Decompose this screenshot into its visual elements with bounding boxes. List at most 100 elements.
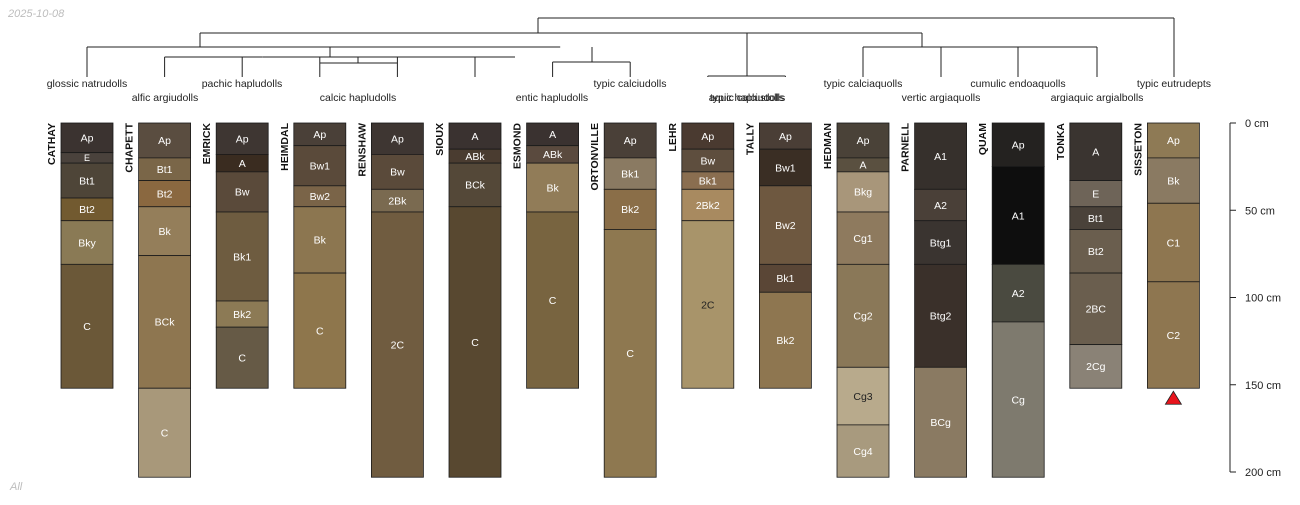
horizon-label: Bt2 — [79, 204, 95, 216]
soil-profile: Ap Bt1 Bt2 Bk BCk C CHAPETT — [124, 122, 192, 478]
profile-name: ESMOND — [512, 123, 524, 170]
subset-label: All — [10, 481, 23, 493]
soil-profile: Ap Bw1 Bw2 Bk1 Bk2 TALLY — [744, 122, 812, 389]
profile-name: HEDMAN — [822, 123, 834, 169]
horizon-label: Bt1 — [1088, 213, 1104, 225]
profile-name: QUAM — [977, 123, 989, 155]
horizon-label: Ap — [1167, 135, 1180, 147]
horizon-label: 2Bk2 — [696, 200, 720, 212]
taxon-label: typic calciudolls — [594, 78, 667, 90]
horizon-label: BCg — [930, 417, 951, 429]
horizon-label: E — [84, 153, 90, 163]
horizon-block — [1147, 202, 1200, 283]
profile-name: CHAPETT — [124, 122, 136, 172]
horizon-block — [603, 122, 657, 159]
horizon-label: A2 — [934, 200, 947, 212]
horizon-block — [991, 321, 1045, 478]
horizon-block — [1069, 229, 1123, 274]
horizon-label: 2Cg — [1086, 361, 1105, 373]
horizon-block — [448, 206, 502, 478]
profile-name: TONKA — [1055, 123, 1067, 161]
horizon-label: Bw — [390, 167, 405, 179]
horizon-label: A — [239, 158, 246, 170]
horizon-label: Bk — [314, 235, 327, 247]
horizon-label: Bk1 — [233, 251, 251, 263]
horizon-label: 2C — [391, 339, 405, 351]
horizon-label: Bk1 — [776, 273, 794, 285]
profile-name: EMRICK — [201, 123, 213, 165]
horizon-label: Ap — [857, 135, 870, 147]
horizon-label: Bk — [1167, 175, 1180, 187]
horizon-label: Cg2 — [853, 311, 872, 323]
date-label: 2025-10-08 — [8, 8, 65, 20]
soil-profile: Ap Bw1 Bw2 Bk C HEIMDAL — [279, 122, 347, 389]
horizon-block — [914, 188, 967, 222]
horizon-block — [370, 122, 424, 155]
horizon-block — [1069, 180, 1123, 208]
horizon-block — [759, 122, 812, 150]
horizon-label: A1 — [934, 151, 947, 163]
soil-profile: Ap Bk1 Bk2 C ORTONVILLE — [589, 122, 657, 478]
horizon-label: C — [161, 428, 169, 440]
horizon-label: A1 — [1012, 210, 1025, 222]
horizon-block — [991, 166, 1045, 265]
horizon-label: C — [83, 321, 91, 333]
horizon-label: 2BC — [1086, 304, 1107, 316]
horizon-block — [836, 424, 890, 478]
horizon-label: C — [549, 295, 557, 307]
bottom-marker — [1164, 390, 1183, 405]
horizon-block — [1069, 344, 1123, 389]
taxon-label: vertic argiaquolls — [902, 92, 981, 104]
horizon-block — [603, 188, 657, 230]
horizon-label: C2 — [1167, 330, 1181, 342]
horizon-block — [293, 145, 347, 187]
horizon-label: C — [316, 325, 324, 337]
taxon-label: pachic hapludolls — [202, 78, 283, 90]
profile-name: LEHR — [667, 123, 679, 152]
horizon-label: Bw2 — [775, 220, 796, 232]
soil-profile: A ABk Bk C ESMOND — [512, 123, 579, 389]
horizon-label: Ap — [1012, 140, 1025, 152]
horizon-block — [914, 122, 967, 190]
soil-profile: A ABk BCk C SIOUX — [434, 122, 502, 478]
horizon-label: C — [471, 337, 479, 349]
profile-name: RENSHAW — [356, 123, 368, 177]
soil-profile: Ap Bk C1 C2 SISSETON — [1132, 122, 1200, 389]
horizon-label: Ap — [779, 131, 792, 143]
horizon-label: Bw1 — [310, 161, 331, 173]
horizon-label: Btg2 — [930, 311, 952, 323]
horizon-block — [836, 211, 890, 265]
profile-name: ORTONVILLE — [589, 123, 601, 190]
profile-name: HEIMDAL — [279, 122, 291, 170]
horizon-block — [914, 220, 967, 265]
horizon-block — [759, 263, 812, 293]
dendrogram — [86, 17, 1175, 77]
horizon-label: Bt1 — [79, 175, 95, 187]
horizon-label: 2C — [701, 299, 715, 311]
horizon-block — [448, 122, 502, 150]
horizon-label: Bk1 — [699, 175, 717, 187]
soil-profile: Ap Bw 2Bk 2C RENSHAW — [356, 122, 424, 478]
horizon-block — [914, 366, 967, 478]
profile-name: CATHAY — [46, 123, 58, 165]
horizon-block — [138, 180, 192, 208]
horizon-label: ABk — [543, 149, 563, 161]
horizon-block — [60, 162, 114, 199]
horizon-block — [991, 263, 1045, 323]
horizon-label: Bk2 — [621, 204, 639, 216]
horizon-block — [526, 211, 579, 389]
horizon-block — [603, 229, 657, 478]
soil-profile: Ap E Bt1 Bt2 Bky C CATHAY — [46, 122, 114, 389]
profile-name: PARNELL — [900, 122, 912, 171]
horizon-label: Bkg — [854, 187, 872, 199]
depth-axis: 0 cm 50 cm 100 cm 150 cm 200 cm — [1229, 118, 1281, 479]
horizon-block — [60, 220, 114, 265]
soil-profile: Ap Bw Bk1 2Bk2 2C LEHR — [667, 123, 735, 389]
soil-profile: A E Bt1 Bt2 2BC 2Cg TONKA — [1055, 123, 1123, 389]
horizon-label: Bk — [546, 182, 559, 194]
horizon-label: Ap — [624, 135, 637, 147]
horizon-label: C — [238, 352, 246, 364]
horizon-block — [215, 211, 269, 302]
